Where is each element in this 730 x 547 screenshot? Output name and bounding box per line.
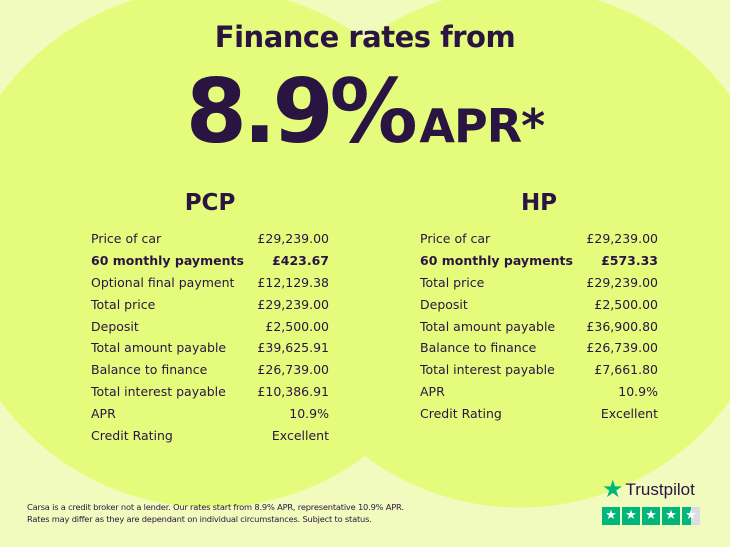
row-label: 60 monthly payments: [91, 252, 244, 268]
table-row: Balance to finance £26,739.00: [91, 359, 329, 381]
row-value: 10.9%: [289, 406, 329, 422]
rating-star-icon: ★: [602, 507, 620, 525]
trustpilot-rating: ★ ★ ★ ★ ★: [602, 507, 712, 525]
row-value: £573.33: [601, 252, 658, 268]
page-title: Finance rates from: [214, 20, 516, 54]
hp-rows: Price of car £29,239.00 60 monthly payment…: [420, 228, 658, 425]
rating-star-icon: ★: [642, 507, 660, 525]
row-value: £29,239.00: [257, 296, 329, 312]
row-value: £26,739.00: [257, 362, 329, 378]
row-label: Total price: [420, 274, 485, 290]
table-row: 60 monthly payments £423.67: [91, 250, 329, 272]
table-row: Total interest payable £10,386.91: [91, 381, 329, 403]
row-value: Excellent: [600, 406, 658, 422]
row-label: Total amount payable: [420, 318, 556, 334]
headline-rate: 8.9% APR*: [0, 60, 730, 163]
table-row: Deposit £2,500.00: [420, 294, 658, 316]
trustpilot-badge[interactable]: ★ Trustpilot ★ ★ ★ ★ ★: [602, 475, 712, 525]
row-value: £39,625.91: [257, 340, 329, 356]
rating-star-icon: ★: [662, 507, 680, 525]
table-row: 60 monthly payments £573.33: [420, 250, 658, 272]
row-label: Total amount payable: [91, 340, 227, 356]
row-label: Price of car: [420, 231, 491, 246]
row-label: Deposit: [420, 296, 468, 312]
row-value: £7,661.80: [594, 362, 658, 378]
disclaimer: Carsa is a credit broker not a lender. O…: [27, 501, 587, 525]
table-row: Balance to finance £26,739.00: [420, 337, 658, 359]
row-label: Price of car: [91, 231, 162, 246]
row-value: £29,239.00: [586, 231, 658, 246]
row-label: Credit Rating: [420, 406, 502, 422]
table-row: Deposit £2,500.00: [91, 316, 329, 338]
row-value: £10,386.91: [257, 384, 329, 400]
hp-table: HP Price of car £29,239.00 60 monthly paym…: [420, 190, 658, 425]
hp-heading: HP: [520, 190, 558, 216]
row-label: Optional final payment: [91, 274, 235, 290]
trustpilot-name: Trustpilot: [625, 479, 695, 499]
row-label: Balance to finance: [420, 340, 537, 356]
star-icon: ★: [602, 476, 624, 503]
table-row: Credit Rating Excellent: [420, 403, 658, 425]
row-label: 60 monthly payments: [420, 252, 573, 268]
row-value: £2,500.00: [594, 296, 658, 312]
row-value: £29,239.00: [586, 274, 658, 290]
row-value: £26,739.00: [586, 340, 658, 356]
trustpilot-logo: ★ Trustpilot: [602, 475, 712, 504]
disclaimer-line: Carsa is a credit broker not a lender. O…: [27, 502, 404, 512]
table-row: Total price £29,239.00: [420, 272, 658, 294]
row-value: 10.9%: [618, 384, 658, 400]
table-row: Credit Rating Excellent: [91, 425, 329, 447]
table-row: Total price £29,239.00: [91, 294, 329, 316]
table-row: Price of car £29,239.00: [91, 228, 329, 250]
rate-value: 8.9%: [185, 60, 418, 163]
row-label: Total price: [91, 296, 156, 312]
row-label: APR: [91, 406, 116, 422]
row-value: £36,900.80: [586, 318, 658, 334]
row-value: £29,239.00: [257, 231, 329, 246]
table-row: Total amount payable £39,625.91: [91, 337, 329, 359]
row-label: APR: [420, 384, 445, 400]
disclaimer-line: Rates may differ as they are dependant o…: [27, 514, 372, 524]
table-row: Optional final payment £12,129.38: [91, 272, 329, 294]
table-row: APR 10.9%: [420, 381, 658, 403]
row-label: Deposit: [91, 318, 139, 334]
row-label: Credit Rating: [91, 428, 173, 444]
row-value: £423.67: [272, 252, 329, 268]
table-row: Total amount payable £36,900.80: [420, 316, 658, 338]
row-value: £12,129.38: [257, 274, 329, 290]
table-row: Price of car £29,239.00: [420, 228, 658, 250]
row-label: Total interest payable: [91, 384, 226, 400]
pcp-table: PCP Price of car £29,239.00 60 monthly pay…: [91, 190, 329, 447]
rating-star-icon: ★: [682, 507, 700, 525]
pcp-rows: Price of car £29,239.00 60 monthly payment…: [91, 228, 329, 447]
row-label: Total interest payable: [420, 362, 555, 378]
rating-star-icon: ★: [622, 507, 640, 525]
row-label: Balance to finance: [91, 362, 208, 378]
rate-suffix: APR*: [419, 99, 545, 153]
row-value: £2,500.00: [265, 318, 329, 334]
pcp-heading: PCP: [184, 190, 236, 216]
table-row: APR 10.9%: [91, 403, 329, 425]
row-value: Excellent: [271, 428, 329, 444]
table-row: Total interest payable £7,661.80: [420, 359, 658, 381]
